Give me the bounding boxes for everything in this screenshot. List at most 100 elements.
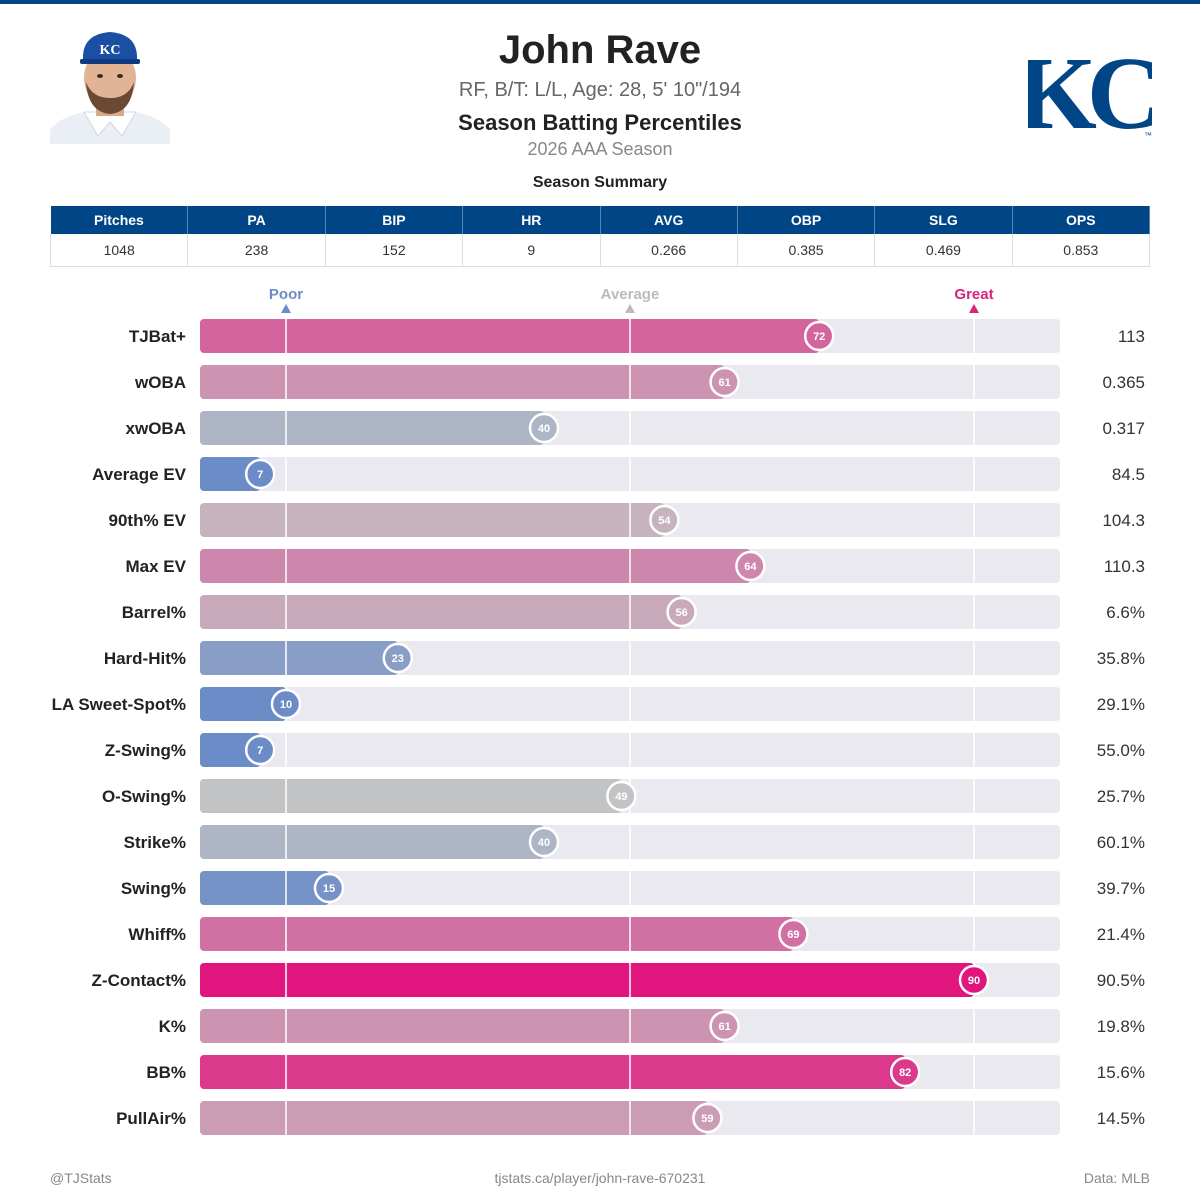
bar-average-ev	[200, 457, 261, 491]
category-label-xwoba: xwOBA	[126, 419, 186, 438]
category-label-z-contact-: Z-Contact%	[92, 971, 186, 990]
bar-swing-	[200, 871, 329, 905]
percentile-circle-la-sweet-spot-	[270, 688, 302, 720]
percentile-label-xwoba: 40	[538, 423, 550, 435]
percentile-circle-bb-	[889, 1056, 921, 1088]
stat-value-z-contact-: 90.5%	[1097, 971, 1145, 990]
svg-text:KC: KC	[1028, 36, 1152, 144]
svg-text:™: ™	[1144, 131, 1152, 140]
top-rule	[0, 0, 1200, 4]
summary-value-row: 1048 238 152 9 0.266 0.385 0.469 0.853	[49, 234, 1151, 267]
category-label-k-: K%	[159, 1017, 186, 1036]
percentile-label-woba: 61	[718, 377, 730, 389]
summary-header-avg: AVG	[600, 206, 738, 234]
summary-value-pa: 238	[187, 234, 326, 267]
bar-o-swing-	[200, 779, 622, 813]
stat-value-k-: 19.8%	[1097, 1017, 1145, 1036]
marker-label-average: Average	[601, 286, 660, 303]
bar-max-ev	[200, 549, 751, 583]
stat-value-90th-ev: 104.3	[1102, 511, 1145, 530]
bar-barrel-	[200, 595, 682, 629]
percentile-circle-90th-ev	[649, 504, 680, 536]
summary-value-hr: 9	[462, 234, 600, 267]
svg-text:KC: KC	[100, 43, 121, 58]
bar-xwoba	[200, 411, 544, 445]
percentile-circle-xwoba	[528, 412, 560, 444]
stat-value-tjbat-: 113	[1118, 327, 1145, 346]
marker-triangle-poor	[281, 304, 291, 313]
bar-hard-hit-	[200, 641, 398, 675]
summary-header-obp: OBP	[737, 206, 876, 234]
category-label-o-swing-: O-Swing%	[102, 787, 186, 806]
bar-whiff-	[200, 917, 794, 951]
percentile-label-z-swing-: 7	[257, 745, 263, 757]
stat-value-whiff-: 21.4%	[1097, 925, 1145, 944]
percentile-label-90th-ev: 54	[658, 515, 671, 527]
stat-value-la-sweet-spot-: 29.1%	[1097, 695, 1145, 714]
summary-value-bip: 152	[324, 234, 463, 267]
player-name: John Rave	[498, 28, 702, 72]
percentile-circle-tjbat-	[803, 320, 835, 352]
player-info: RF, B/T: L/L, Age: 28, 5' 10"/194	[458, 79, 742, 101]
summary-value-ops: 0.853	[1011, 234, 1151, 267]
bar-bb-	[200, 1055, 906, 1089]
percentile-circle-k-	[709, 1010, 740, 1042]
summary-value-slg: 0.469	[874, 234, 1013, 267]
footer-url: tjstats.ca/player/john-rave-670231	[494, 1170, 706, 1186]
percentile-label-barrel-: 56	[675, 607, 687, 619]
marker-label-poor: Poor	[269, 286, 303, 303]
percentile-label-whiff-: 69	[787, 929, 799, 941]
percentile-label-average-ev: 7	[257, 469, 263, 481]
player-headshot: KC	[50, 26, 170, 144]
stat-value-z-swing-: 55.0%	[1097, 741, 1145, 760]
percentile-circle-whiff-	[778, 918, 809, 950]
stat-value-hard-hit-: 35.8%	[1097, 649, 1145, 668]
season-summary-table: Pitches PA BIP HR AVG OBP SLG OPS 1048 238 152 9 0.…	[49, 206, 1151, 267]
category-label-whiff-: Whiff%	[128, 925, 186, 944]
footer-credit: @TJStats	[50, 1170, 112, 1186]
category-label-90th-ev: 90th% EV	[109, 511, 187, 530]
percentile-label-max-ev: 64	[744, 561, 757, 573]
category-label-barrel-: Barrel%	[122, 603, 186, 622]
percentile-circle-hard-hit-	[382, 642, 414, 674]
category-label-woba: wOBA	[134, 373, 186, 392]
percentile-circle-average-ev	[244, 458, 276, 490]
bar-strike-	[200, 825, 544, 859]
stat-value-xwoba: 0.317	[1102, 419, 1145, 438]
percentile-circle-z-contact-	[958, 964, 990, 996]
bar-pullair-	[200, 1101, 708, 1135]
report-title: Season Batting Percentiles	[458, 110, 742, 135]
bar-k-	[200, 1009, 725, 1043]
bar-90th-ev	[200, 503, 665, 537]
category-label-average-ev: Average EV	[92, 465, 187, 484]
percentile-circle-z-swing-	[244, 734, 276, 766]
percentile-circle-pullair-	[692, 1102, 723, 1134]
stat-value-woba: 0.365	[1102, 373, 1145, 392]
summary-header-row: Pitches PA BIP HR AVG OBP SLG OPS	[50, 206, 1151, 234]
report-header: John Rave RF, B/T: L/L, Age: 28, 5' 10"/…	[300, 26, 900, 161]
category-label-la-sweet-spot-: LA Sweet-Spot%	[52, 695, 186, 714]
percentile-circle-o-swing-	[606, 780, 637, 812]
category-label-pullair-: PullAir%	[116, 1109, 186, 1128]
percentile-label-strike-: 40	[538, 837, 550, 849]
bar-la-sweet-spot-	[200, 687, 286, 721]
percentile-circle-swing-	[313, 872, 345, 904]
stat-value-swing-: 39.7%	[1097, 879, 1145, 898]
percentile-circle-woba	[709, 366, 740, 398]
summary-header-hr: HR	[462, 206, 601, 234]
percentile-chart: Poor Average Great 72 TJBat+ 113 61 wOBA 0.365 40…	[52, 286, 1145, 1135]
bar-tjbat-	[200, 319, 820, 353]
summary-header-ops: OPS	[1012, 206, 1151, 234]
stat-value-barrel-: 6.6%	[1106, 603, 1145, 622]
percentile-label-z-contact-: 90	[968, 975, 980, 987]
summary-value-obp: 0.385	[736, 234, 875, 267]
season-label: 2026 AAA Season	[527, 139, 673, 159]
percentile-label-tjbat-: 72	[813, 331, 825, 343]
percentile-label-hard-hit-: 23	[392, 653, 404, 665]
category-label-z-swing-: Z-Swing%	[105, 741, 186, 760]
stat-value-max-ev: 110.3	[1104, 557, 1145, 576]
summary-title: Season Summary	[532, 174, 668, 191]
percentile-label-swing-: 15	[323, 883, 335, 895]
stat-value-average-ev: 84.5	[1112, 465, 1145, 484]
category-label-tjbat-: TJBat+	[129, 327, 186, 346]
